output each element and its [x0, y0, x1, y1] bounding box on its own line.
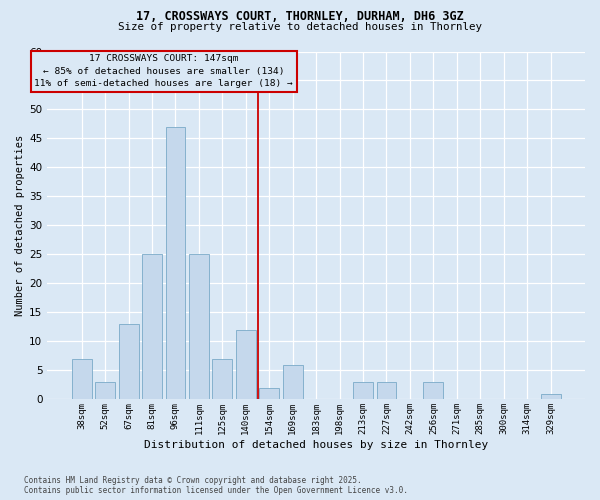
Bar	[283, 364, 302, 400]
Text: 17, CROSSWAYS COURT, THORNLEY, DURHAM, DH6 3GZ: 17, CROSSWAYS COURT, THORNLEY, DURHAM, D…	[136, 10, 464, 23]
Bar	[424, 382, 443, 400]
X-axis label: Distribution of detached houses by size in Thornley: Distribution of detached houses by size …	[144, 440, 488, 450]
Bar	[377, 382, 397, 400]
Text: Size of property relative to detached houses in Thornley: Size of property relative to detached ho…	[118, 22, 482, 32]
Text: 17 CROSSWAYS COURT: 147sqm
← 85% of detached houses are smaller (134)
11% of sem: 17 CROSSWAYS COURT: 147sqm ← 85% of deta…	[34, 54, 293, 88]
Bar	[236, 330, 256, 400]
Bar	[142, 254, 162, 400]
Bar	[212, 359, 232, 400]
Bar	[541, 394, 560, 400]
Y-axis label: Number of detached properties: Number of detached properties	[15, 135, 25, 316]
Bar	[95, 382, 115, 400]
Bar	[72, 359, 92, 400]
Bar	[189, 254, 209, 400]
Bar	[259, 388, 279, 400]
Bar	[119, 324, 139, 400]
Text: Contains HM Land Registry data © Crown copyright and database right 2025.
Contai: Contains HM Land Registry data © Crown c…	[24, 476, 408, 495]
Bar	[353, 382, 373, 400]
Bar	[166, 127, 185, 400]
